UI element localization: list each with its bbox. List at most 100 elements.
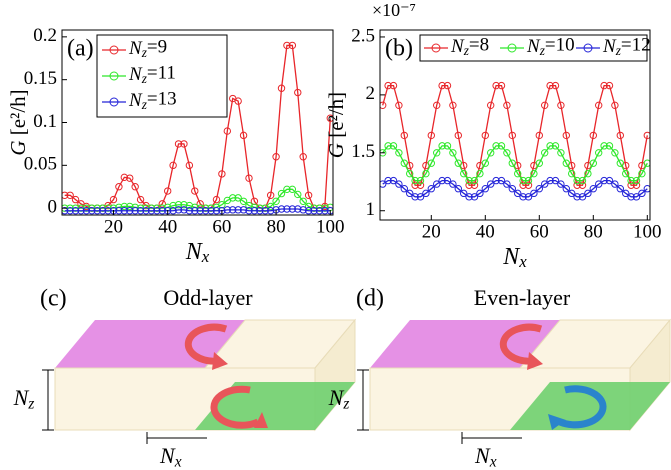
marker xyxy=(277,189,286,198)
marker xyxy=(120,207,129,215)
marker xyxy=(416,176,425,185)
marker xyxy=(546,176,554,185)
marker xyxy=(196,207,204,215)
marker xyxy=(277,84,286,92)
marker xyxy=(595,101,603,110)
marker xyxy=(212,207,221,215)
marker xyxy=(163,187,172,195)
x-tick-label: 20 xyxy=(104,216,123,237)
marker xyxy=(218,170,226,178)
legend-label: Nz=10 xyxy=(526,35,575,58)
marker xyxy=(616,131,624,140)
marker xyxy=(584,169,592,178)
y-tick-label: 2.5 xyxy=(351,25,375,46)
legend-label: Nz=13 xyxy=(128,89,177,112)
marker xyxy=(120,173,129,182)
chart: 20 40 60 80 100 1 1.5 2 2.5 (b) Nx G [e²/h] ×10⁻⁷ Nz=… xyxy=(324,0,662,271)
marker xyxy=(400,131,408,140)
charts: 20 40 60 80 100 0 0.05 0.1 0.15 0.2 (a) Nx G [e²/h] N… xyxy=(6,0,662,271)
marker xyxy=(497,81,506,90)
marker xyxy=(136,195,145,204)
marker xyxy=(433,101,441,110)
x-tick-label: 80 xyxy=(584,221,603,242)
marker xyxy=(395,149,403,157)
legend-marker xyxy=(583,43,593,53)
marker xyxy=(465,193,473,201)
marker xyxy=(239,131,248,140)
marker xyxy=(229,194,237,202)
x-axis-label: Nx xyxy=(502,244,527,271)
marker xyxy=(62,191,69,199)
marker xyxy=(304,207,313,215)
marker xyxy=(535,185,543,193)
marker xyxy=(616,185,624,193)
marker xyxy=(530,189,538,198)
nz-label: Nz xyxy=(328,385,350,412)
marker xyxy=(519,181,527,189)
marker xyxy=(443,81,452,90)
plot-area xyxy=(62,41,333,215)
arrow-head xyxy=(212,352,228,370)
marker xyxy=(519,176,527,185)
marker xyxy=(433,180,441,188)
marker xyxy=(277,205,286,213)
marker xyxy=(422,169,430,178)
marker xyxy=(98,207,107,215)
marker xyxy=(514,169,522,178)
x-tick-label: 20 xyxy=(422,221,441,242)
marker xyxy=(191,187,199,195)
marker xyxy=(261,207,269,215)
x-tick-label: 40 xyxy=(158,216,177,237)
marker xyxy=(487,180,495,188)
y-axis-label: G [e²/h] xyxy=(324,92,348,158)
legend-label: Nz=9 xyxy=(128,37,167,60)
marker xyxy=(470,176,479,185)
marker xyxy=(632,176,641,185)
marker xyxy=(611,149,619,157)
marker xyxy=(256,207,264,215)
x-tick-label: 60 xyxy=(530,221,549,242)
marker xyxy=(438,81,446,90)
marker xyxy=(321,207,329,215)
marker xyxy=(77,207,85,215)
marker xyxy=(126,202,134,211)
legend-label: Nz=12 xyxy=(602,35,651,58)
marker xyxy=(433,149,441,157)
legend-marker xyxy=(431,43,441,53)
arrow-head xyxy=(254,412,268,428)
marker xyxy=(229,206,237,214)
marker xyxy=(304,202,313,211)
nx-label: Nx xyxy=(159,443,182,470)
marker xyxy=(136,207,145,215)
marker xyxy=(389,81,398,90)
marker xyxy=(508,159,516,167)
x-tick-label: 40 xyxy=(476,221,495,242)
marker xyxy=(503,149,511,157)
marker xyxy=(411,193,419,201)
marker xyxy=(454,131,462,140)
marker xyxy=(497,142,506,150)
marker xyxy=(384,142,392,150)
x-tick-label: 60 xyxy=(212,216,231,237)
legend-label: Nz=8 xyxy=(450,35,489,58)
marker xyxy=(406,189,414,198)
marker xyxy=(470,193,479,201)
marker xyxy=(476,169,484,178)
marker xyxy=(180,206,188,214)
nz-label: Nz xyxy=(13,385,35,412)
marker xyxy=(643,185,650,193)
marker xyxy=(460,169,468,178)
marker xyxy=(71,207,80,215)
legend-marker xyxy=(109,71,119,81)
marker xyxy=(427,131,435,140)
marker xyxy=(326,114,333,122)
scale-label: ×10⁻⁷ xyxy=(372,0,416,20)
marker xyxy=(153,207,161,215)
marker xyxy=(174,206,183,214)
marker xyxy=(600,81,608,90)
marker xyxy=(272,197,280,205)
marker xyxy=(492,176,500,185)
marker xyxy=(481,185,489,193)
marker xyxy=(223,127,232,135)
